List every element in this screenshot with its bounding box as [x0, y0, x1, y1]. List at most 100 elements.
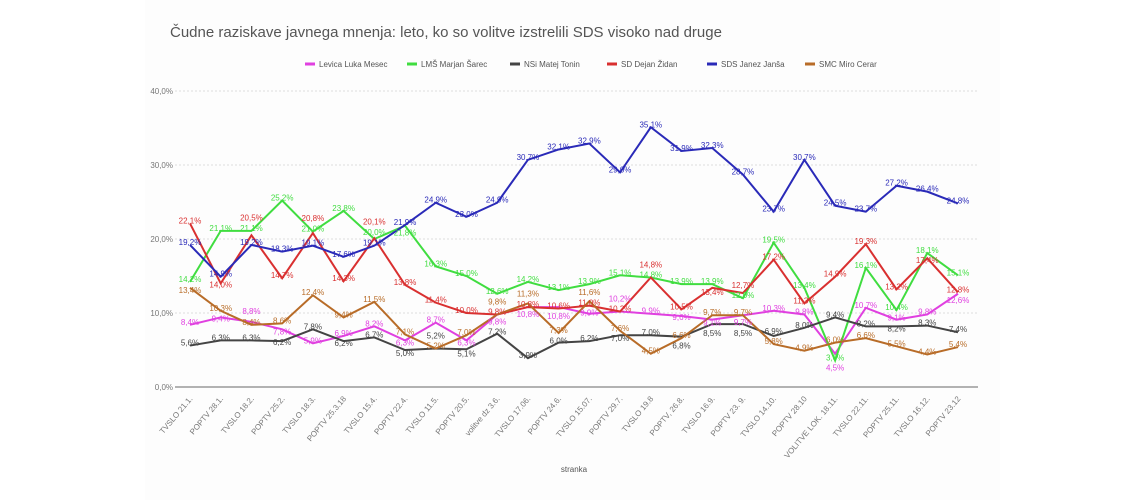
data-label: 13,1% — [547, 283, 570, 292]
data-label: 3,9% — [519, 351, 537, 360]
data-label: 5,6% — [181, 339, 199, 348]
data-label: 13,2% — [885, 282, 908, 291]
legend-label[interactable]: NSi Matej Tonin — [524, 60, 580, 69]
data-label: 9,1% — [887, 314, 905, 323]
data-label: 6,3% — [396, 338, 414, 347]
data-label: 9,9% — [642, 307, 660, 316]
data-label: 9,8% — [488, 317, 506, 326]
data-label: 5,9% — [304, 336, 322, 345]
data-label: 24,8% — [947, 196, 970, 205]
gridlines — [175, 90, 978, 388]
data-label: 5,2% — [427, 342, 445, 351]
data-label: 7,0% — [457, 328, 475, 337]
series-line — [189, 125, 959, 279]
data-label: 6,3% — [242, 333, 260, 342]
data-label: 16,3% — [424, 259, 447, 268]
data-label: 6,9% — [765, 327, 783, 336]
data-label: 14,9% — [209, 270, 232, 279]
data-label: 8,5% — [734, 329, 752, 338]
series-line — [189, 199, 959, 364]
data-label: 9,9% — [580, 309, 598, 318]
data-label: 19,3% — [854, 237, 877, 246]
data-label: 28,7% — [732, 168, 755, 177]
data-label: 13,9% — [701, 277, 724, 286]
data-label: 9,7% — [734, 318, 752, 327]
data-label: 13,9% — [578, 277, 601, 286]
line-chart: 0,0%10,0%20,0%30,0%40,0%TVSLO 21.1.POPTV… — [150, 60, 978, 474]
legend-label[interactable]: SDS Janez Janša — [721, 60, 785, 69]
legend-label[interactable]: LMŠ Marjan Šarec — [421, 60, 487, 69]
data-label: 16,1% — [854, 261, 877, 270]
data-label: 10,5% — [670, 302, 693, 311]
data-label: 6,2% — [334, 339, 352, 348]
data-label: 21,9% — [394, 218, 417, 227]
data-label: 14,9% — [824, 270, 847, 279]
data-label: 9,8% — [488, 297, 506, 306]
data-label: 14,8% — [639, 260, 662, 269]
data-label: 17,6% — [332, 250, 355, 259]
y-tick-label: 10,0% — [150, 309, 173, 318]
data-label: 17,4% — [916, 256, 939, 265]
data-label: 20,5% — [240, 213, 263, 222]
data-label: 8,6% — [273, 316, 291, 325]
legend-label[interactable]: SD Dejan Židan — [621, 60, 677, 69]
data-label: 19,1% — [302, 239, 325, 248]
data-label: 9,8% — [795, 307, 813, 316]
data-label: 4,5% — [826, 364, 844, 373]
data-label: 13,4% — [701, 288, 724, 297]
data-label: 9,4% — [334, 310, 352, 319]
data-label: 9,7% — [734, 308, 752, 317]
data-label: 10,2% — [609, 295, 632, 304]
chart-title: Čudne raziskave javnega mnenja: leto, ko… — [170, 24, 722, 41]
data-labels: 19,2% 14,9% 19,2% 18,3% 19,1% 17,6% 19,1% 21,9%… — [179, 120, 970, 372]
data-label: 8,2% — [365, 319, 383, 328]
data-label: 12,6% — [486, 287, 509, 296]
data-label: 7,8% — [304, 322, 322, 331]
data-label: 9,8% — [488, 307, 506, 316]
data-label: 23,7% — [854, 205, 877, 214]
data-label: 8,4% — [242, 318, 260, 327]
data-label: 21,1% — [209, 224, 232, 233]
data-label: 23,8% — [332, 204, 355, 213]
data-label: 7,6% — [611, 324, 629, 333]
y-tick-label: 30,0% — [150, 161, 173, 170]
data-label: 9,4% — [826, 310, 844, 319]
data-label: 29,0% — [609, 165, 632, 174]
legend-label[interactable]: Levica Luka Mesec — [319, 60, 387, 69]
y-tick-label: 40,0% — [150, 87, 173, 96]
series-lines — [189, 125, 959, 364]
data-label: 15,1% — [947, 268, 970, 277]
data-label: 27,2% — [885, 179, 908, 188]
data-label: 13,4% — [179, 286, 202, 295]
data-label: 11,3% — [517, 289, 539, 298]
data-label: 6,6% — [672, 331, 690, 340]
data-label: 10,8% — [547, 312, 570, 321]
chart-container: Čudne raziskave javnega mnenja: leto, ko… — [145, 0, 1000, 500]
legend-label[interactable]: SMC Miro Cerar — [819, 60, 877, 69]
data-label: 8,2% — [857, 319, 875, 328]
data-label: 6,0% — [826, 336, 844, 345]
data-label: 35,1% — [639, 120, 662, 129]
data-label: 11,3% — [793, 296, 815, 305]
data-label: 26,4% — [916, 185, 939, 194]
data-label: 19,2% — [179, 238, 202, 247]
data-label: 12,0% — [732, 291, 755, 300]
data-label: 8,5% — [703, 329, 721, 338]
data-label: 19,1% — [363, 239, 386, 248]
data-label: 9,8% — [918, 307, 936, 316]
data-label: 20,8% — [302, 214, 325, 223]
series-line — [189, 223, 959, 316]
data-label: 7,2% — [488, 328, 506, 337]
data-label: 17,2% — [762, 253, 785, 262]
y-tick-label: 20,0% — [150, 235, 173, 244]
data-label: 5,1% — [457, 349, 475, 358]
data-label: 10,3% — [762, 304, 785, 313]
data-label: 10,3% — [209, 304, 232, 313]
data-label: 20,0% — [363, 228, 386, 237]
data-label: 14,2% — [517, 275, 540, 284]
data-label: 7,4% — [949, 325, 967, 334]
data-label: 8,3% — [918, 319, 936, 328]
data-label: 11,4% — [425, 296, 447, 305]
data-label: 5,8% — [765, 337, 783, 346]
data-label: 22,1% — [179, 216, 202, 225]
